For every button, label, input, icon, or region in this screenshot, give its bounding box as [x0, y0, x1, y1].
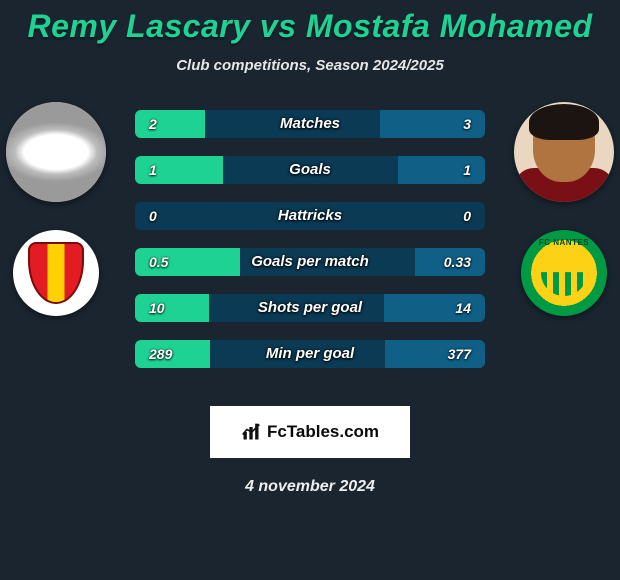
left-club-badge — [13, 230, 99, 316]
right-club-badge: FC NANTES — [521, 230, 607, 316]
right-player-photo — [514, 102, 614, 202]
lens-shield-icon — [28, 242, 84, 304]
subtitle: Club competitions, Season 2024/2025 — [0, 57, 620, 74]
snapshot-date: 4 november 2024 — [0, 478, 620, 496]
stat-rows: 23Matches 11Goals 00Hattricks 0.50.33Goals … — [135, 110, 485, 386]
chart-icon — [241, 422, 261, 442]
brand-text: FcTables.com — [267, 422, 379, 442]
stat-metric-label: Hattricks — [135, 202, 485, 230]
left-player-photo — [6, 102, 106, 202]
stat-metric-label: Goals — [135, 156, 485, 184]
nantes-text-icon: FC NANTES — [521, 238, 607, 247]
stat-row: 23Matches — [135, 110, 485, 138]
right-player-column: FC NANTES — [514, 102, 614, 316]
stat-row: 00Hattricks — [135, 202, 485, 230]
stat-row: 289377Min per goal — [135, 340, 485, 368]
stat-metric-label: Goals per match — [135, 248, 485, 276]
left-player-column — [6, 102, 106, 316]
stat-metric-label: Shots per goal — [135, 294, 485, 322]
stat-row: 1014Shots per goal — [135, 294, 485, 322]
nantes-stripes-icon — [541, 250, 587, 296]
stat-row: 11Goals — [135, 156, 485, 184]
comparison-panel: FC NANTES 23Matches 11Goals 00Hattricks 0.5… — [0, 102, 620, 382]
page-title: Remy Lascary vs Mostafa Mohamed — [0, 8, 620, 45]
stat-metric-label: Matches — [135, 110, 485, 138]
stat-metric-label: Min per goal — [135, 340, 485, 368]
brand-badge: FcTables.com — [210, 406, 410, 458]
stat-row: 0.50.33Goals per match — [135, 248, 485, 276]
